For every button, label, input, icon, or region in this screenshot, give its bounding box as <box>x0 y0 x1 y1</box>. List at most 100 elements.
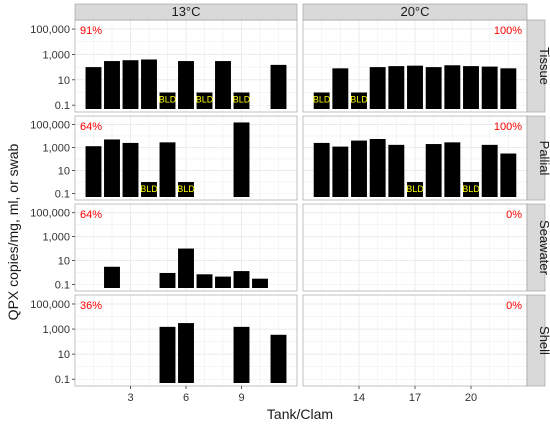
y-tick-label: 10 <box>58 166 70 178</box>
strip-tissue <box>526 19 546 113</box>
bld-label: BLD <box>177 184 195 194</box>
y-tick-label: 1,000 <box>42 143 70 155</box>
bar-tissue-20c-13 <box>332 68 349 109</box>
bar-shell-13c-9 <box>233 326 250 383</box>
bar-seawater-13c-7 <box>196 274 213 288</box>
bld-label: BLD <box>406 184 424 194</box>
bar-pallial-20c-18 <box>425 144 442 197</box>
bar-tissue-13c-11 <box>270 64 287 109</box>
bar-pallial-13c-4 <box>141 182 157 197</box>
bar-pallial-13c-9 <box>233 122 250 197</box>
x-tick-label: 14 <box>353 392 365 404</box>
x-tick-label: 9 <box>238 392 244 404</box>
bar-tissue-20c-17 <box>407 65 423 109</box>
bld-label: BLD <box>313 94 331 104</box>
bar-tissue-13c-4 <box>141 59 157 109</box>
bar-pallial-20c-12 <box>313 142 330 197</box>
strip-label-shell: Shell <box>537 326 550 355</box>
bar-tissue-13c-6 <box>178 61 194 109</box>
y-tick-label: 0.1 <box>55 279 70 291</box>
bar-seawater-13c-9 <box>233 271 250 288</box>
bar-pallial-20c-20 <box>463 182 479 197</box>
panel-pallial-20c: BLD BLD 100% <box>302 115 528 201</box>
bar-tissue-13c-1 <box>85 67 102 109</box>
bar-tissue-13c-3 <box>122 60 139 109</box>
strips-layer: 13°C 20°C Tissue Pallial Seawater Shell <box>74 3 550 387</box>
bar-tissue-13c-9 <box>233 92 250 109</box>
panel-tissue-20c: BLD BLD 100% <box>302 19 528 113</box>
bar-seawater-13c-5 <box>159 272 176 288</box>
panel-seawater-20c: 0% <box>302 203 528 292</box>
ticks-layer: 0.1 10 1,000 100,000 0.1 10 1,000 100,000 0.1 10 1… <box>30 24 477 404</box>
bar-pallial-20c-14 <box>351 140 367 197</box>
percent-label: 36% <box>80 300 102 312</box>
bar-pallial-20c-19 <box>444 142 461 197</box>
panel-shell-13c: 36% <box>74 294 298 387</box>
strip-label-tissue: Tissue <box>537 47 550 85</box>
y-tick-label: 10 <box>58 256 70 268</box>
bar-shell-13c-6 <box>178 323 194 383</box>
bar-pallial-20c-21 <box>481 144 498 197</box>
percent-label: 64% <box>80 209 102 221</box>
panels-layer: BLD BLD BLD 91% BLD BLD 100% BLD BLD 64% BLD BLD 100… <box>74 19 528 387</box>
bld-label: BLD <box>462 184 480 194</box>
x-tick-label: 20 <box>465 392 477 404</box>
y-tick-label: 0.1 <box>55 189 70 201</box>
bar-tissue-20c-20 <box>463 66 479 109</box>
bar-tissue-20c-15 <box>369 67 386 109</box>
panel-shell-20c: 0% <box>302 294 528 387</box>
bar-seawater-13c-8 <box>215 276 231 288</box>
strip-shell <box>526 294 546 387</box>
bar-pallial-13c-3 <box>122 142 139 197</box>
y-tick-label: 10 <box>58 75 70 87</box>
strip-13c <box>74 3 298 21</box>
x-tick-label: 3 <box>127 392 133 404</box>
y-tick-label: 0.1 <box>55 100 70 112</box>
panel-seawater-13c-border <box>74 203 298 292</box>
bar-tissue-13c-7 <box>196 92 213 109</box>
bar-seawater-13c-6 <box>178 248 194 288</box>
panel-tissue-13c: BLD BLD BLD 91% <box>74 19 298 113</box>
panel-seawater-13c: 64% <box>74 203 298 292</box>
bar-tissue-20c-21 <box>481 66 498 109</box>
bar-pallial-13c-5 <box>159 142 176 197</box>
y-tick-label: 100,000 <box>30 208 70 220</box>
x-tick-label: 6 <box>183 392 189 404</box>
bar-shell-13c-11 <box>270 334 287 383</box>
bar-shell-13c-5 <box>159 326 176 383</box>
y-tick-label: 100,000 <box>30 24 70 36</box>
panel-pallial-13c-border <box>74 115 298 201</box>
bar-pallial-13c-2 <box>104 139 120 197</box>
bar-tissue-20c-16 <box>388 66 405 109</box>
y-tick-label: 100,000 <box>30 119 70 131</box>
bar-tissue-13c-5 <box>159 92 176 109</box>
strip-seawater <box>526 203 546 292</box>
y-axis-title: QPX copies/mg, ml, or swab <box>5 143 21 320</box>
bld-label: BLD <box>196 94 214 104</box>
bar-seawater-13c-10 <box>252 278 268 288</box>
strip-label-13c: 13°C <box>171 4 200 19</box>
bar-tissue-13c-2 <box>104 61 120 109</box>
strip-label-pallial: Pallial <box>537 141 550 176</box>
percent-label: 91% <box>80 25 102 37</box>
y-tick-label: 10 <box>58 349 70 361</box>
bld-label: BLD <box>140 184 158 194</box>
bar-pallial-20c-15 <box>369 138 386 197</box>
y-tick-label: 1,000 <box>42 232 70 244</box>
bld-label: BLD <box>159 94 177 104</box>
y-tick-label: 0.1 <box>55 374 70 386</box>
x-tick-label: 17 <box>409 392 421 404</box>
strip-20c <box>302 3 528 21</box>
strip-label-20c: 20°C <box>400 4 429 19</box>
y-tick-label: 100,000 <box>30 299 70 311</box>
bld-label: BLD <box>233 94 251 104</box>
percent-label: 0% <box>506 209 522 221</box>
bar-seawater-13c-2 <box>104 266 120 288</box>
bar-tissue-20c-12 <box>313 92 330 109</box>
bar-tissue-20c-19 <box>444 65 461 109</box>
bar-tissue-20c-14 <box>351 92 367 109</box>
y-tick-label: 1,000 <box>42 324 70 336</box>
y-tick-label: 1,000 <box>42 49 70 61</box>
bar-tissue-20c-22 <box>500 68 517 109</box>
